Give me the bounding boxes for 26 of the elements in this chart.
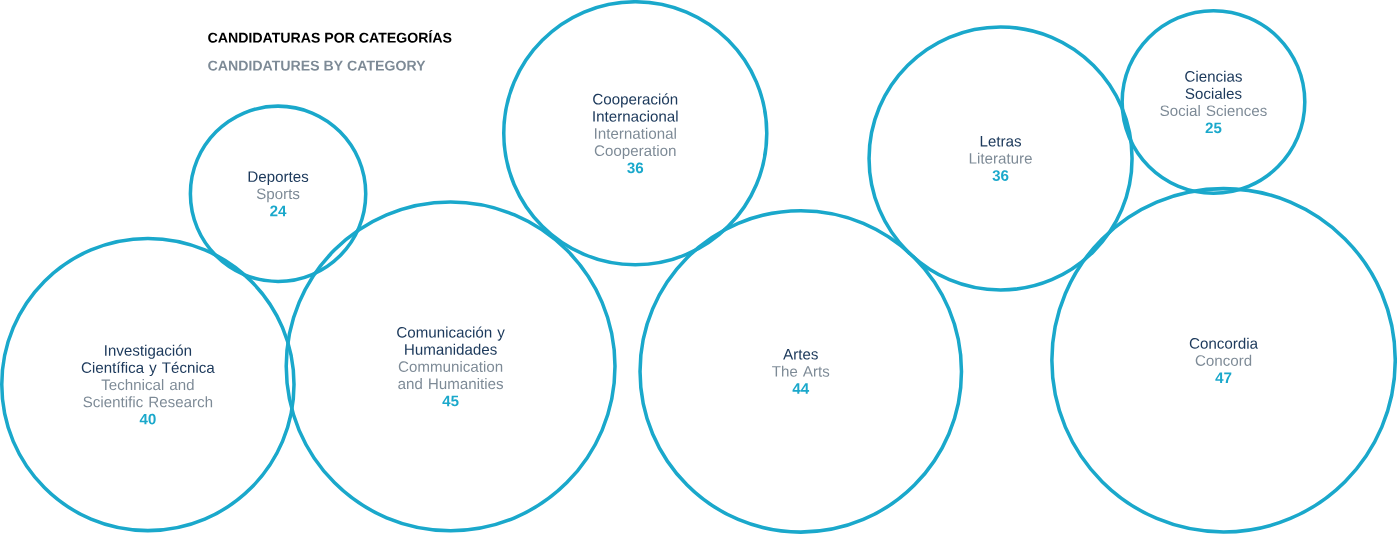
data-label: 36 xyxy=(992,170,1009,181)
data-label: 24 xyxy=(270,205,287,217)
text: Sports xyxy=(256,188,300,203)
data-label: 44 xyxy=(792,383,810,394)
category-label: Cooperación Internacional xyxy=(593,93,678,122)
text: Social Sciences xyxy=(1160,105,1267,117)
text: CANDIDATURAS POR CATEGORÍAS xyxy=(208,30,452,43)
category-label: Investigación Científica y Técnica xyxy=(81,344,215,377)
data-label: 47 xyxy=(1215,372,1232,383)
data-label: 36 xyxy=(627,162,644,174)
text: Communication and Humanities xyxy=(398,360,504,390)
text: International Cooperation xyxy=(594,127,676,160)
category-label: Comunicación y Humanidades xyxy=(397,326,505,355)
category-label: Deportes xyxy=(248,171,309,186)
text: Technical and Scientific Research xyxy=(83,379,213,408)
data-label: 25 xyxy=(1205,122,1222,134)
text: The Arts xyxy=(772,365,830,377)
data-label: 40 xyxy=(139,413,156,425)
text: Concord xyxy=(1195,354,1252,366)
data-label: 45 xyxy=(442,395,459,407)
category-label: Letras xyxy=(980,136,1022,147)
text: Literature xyxy=(969,152,1032,164)
category-label: Ciencias Sociales xyxy=(1185,70,1242,99)
category-label: Artes xyxy=(783,349,818,360)
text: CANDIDATURES BY CATEGORY xyxy=(208,60,426,71)
category-label: Concordia xyxy=(1189,337,1259,349)
